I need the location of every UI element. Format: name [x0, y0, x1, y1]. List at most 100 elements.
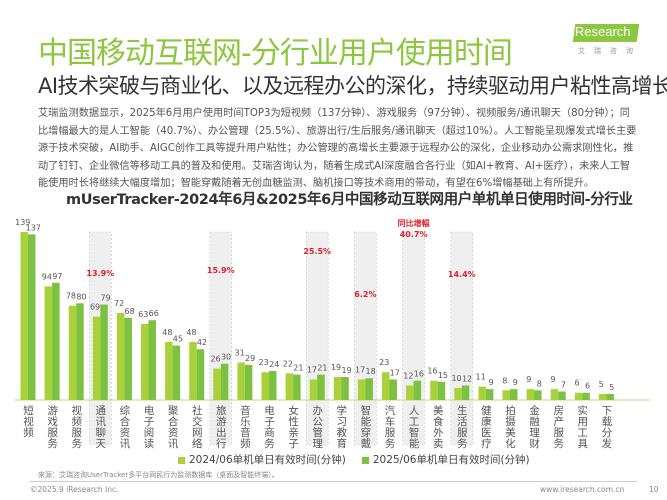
- bar-2025: [461, 385, 470, 400]
- data-label: 66: [149, 309, 159, 318]
- data-label: 5: [599, 380, 604, 389]
- bar-2025: [293, 374, 301, 400]
- data-label: 24: [269, 360, 279, 369]
- bar-2024: [261, 372, 269, 400]
- data-label: 5: [609, 383, 614, 392]
- bar-2025: [76, 303, 84, 400]
- highlight-box: [402, 231, 425, 446]
- bar-2024: [189, 341, 197, 400]
- bar-2024: [285, 373, 294, 400]
- data-label: 11: [476, 373, 486, 382]
- bar-2025: [100, 304, 108, 400]
- bar-2025: [389, 379, 397, 400]
- growth-label: 14.4%: [448, 270, 476, 279]
- chart-title: mUserTracker-2024年6月&2025年6月中国移动互联网用户单机单…: [66, 192, 633, 208]
- bar-2024: [44, 286, 53, 400]
- data-label: 68: [125, 307, 135, 316]
- bar-2024: [92, 316, 101, 400]
- bar-2025: [413, 380, 422, 400]
- data-label: 94: [42, 272, 52, 281]
- data-label: 23: [259, 358, 269, 367]
- bar-2025: [582, 392, 590, 400]
- data-label: 9: [489, 378, 494, 387]
- bar-2025: [52, 282, 60, 400]
- data-label: 19: [341, 366, 351, 375]
- bar-2024: [165, 341, 173, 400]
- bar-2024: [454, 387, 462, 400]
- data-label: 9: [526, 375, 531, 384]
- legend-item-2025: 2025/06单机单日有效时间(分钟): [361, 452, 530, 467]
- data-label: 31: [235, 349, 245, 358]
- bar-2025: [220, 363, 229, 400]
- data-label: 69: [90, 303, 100, 312]
- data-label: 42: [197, 338, 207, 347]
- bar-2025: [558, 391, 566, 400]
- bar-2025: [244, 364, 253, 400]
- bar-2025: [124, 317, 132, 400]
- bar-2024: [550, 389, 559, 400]
- data-label: 48: [162, 328, 172, 337]
- iresearch-logo: iResearch 艾瑞咨询: [572, 24, 642, 55]
- data-label: 17: [355, 365, 365, 374]
- source-note: 来源：艾瑞咨询UserTracker多平台网民行为监测数据库（桌面及智能终端）。: [38, 471, 279, 479]
- page-number: 10: [649, 485, 659, 494]
- page-title: 中国移动互联网-分行业用户使用时间: [38, 36, 513, 71]
- summary-text: 艾瑞监测数据显示，2025年6月用户使用时间TOP3为短视频（137分钟）、游戏…: [38, 108, 637, 190]
- highlight-box: [305, 231, 329, 446]
- bar-2024: [357, 379, 366, 400]
- data-label: 16: [427, 367, 437, 376]
- bar-2025: [341, 377, 349, 400]
- bar-2024: [526, 389, 535, 400]
- data-label: 18: [366, 367, 376, 376]
- bar-2024: [333, 377, 342, 400]
- data-label: 16: [414, 370, 424, 379]
- legend-item-2024: 2024/06单机单日有效时间(分钟): [178, 452, 346, 467]
- data-label: 97: [52, 272, 62, 281]
- growth-label: 25.5%: [303, 247, 331, 256]
- data-label: 23: [379, 358, 389, 367]
- data-label: 30: [221, 353, 231, 362]
- highlight-box: [450, 231, 474, 446]
- bar-2025: [510, 389, 518, 400]
- growth-label: 15.9%: [207, 266, 235, 275]
- bar-2024: [382, 372, 390, 400]
- growth-label: 40.7%: [400, 230, 428, 239]
- data-label: 8: [537, 379, 542, 388]
- data-label: 8: [502, 376, 507, 385]
- data-label: 45: [173, 335, 183, 344]
- data-label: 9: [550, 375, 555, 384]
- bar-2024: [141, 323, 149, 400]
- bar-2024: [430, 380, 438, 400]
- data-label: 9: [513, 378, 518, 387]
- data-label: 22: [283, 359, 293, 368]
- data-label: 7: [561, 381, 566, 390]
- bar-2024: [20, 232, 28, 400]
- data-label: 26: [210, 355, 220, 364]
- data-label: 6: [575, 379, 580, 388]
- bar-2024: [478, 386, 486, 400]
- data-label: 17: [307, 365, 317, 374]
- bar-2025: [485, 389, 494, 400]
- bar-2025: [28, 234, 36, 400]
- data-label: 17: [390, 368, 400, 377]
- bar-2025: [534, 390, 542, 400]
- data-label: 137: [26, 223, 41, 232]
- bar-2024: [574, 392, 583, 400]
- data-label: 72: [114, 299, 124, 308]
- bar-2025: [317, 374, 325, 400]
- data-label: 21: [317, 364, 327, 373]
- data-label: 78: [66, 292, 76, 301]
- data-label: 63: [138, 310, 148, 319]
- growth-note: 同比增幅: [398, 218, 430, 228]
- website-link[interactable]: www.iresearch.com.cn: [540, 485, 625, 494]
- data-label: 19: [331, 363, 341, 372]
- bar-2024: [116, 312, 125, 400]
- bar-2025: [269, 370, 277, 400]
- data-label: 48: [186, 328, 196, 337]
- bar-2025: [148, 320, 156, 400]
- footer-divider: [30, 481, 637, 482]
- data-label: 29: [245, 354, 255, 363]
- bar-2024: [598, 393, 607, 400]
- bar-2025: [437, 381, 446, 400]
- growth-label: 6.2%: [354, 290, 376, 299]
